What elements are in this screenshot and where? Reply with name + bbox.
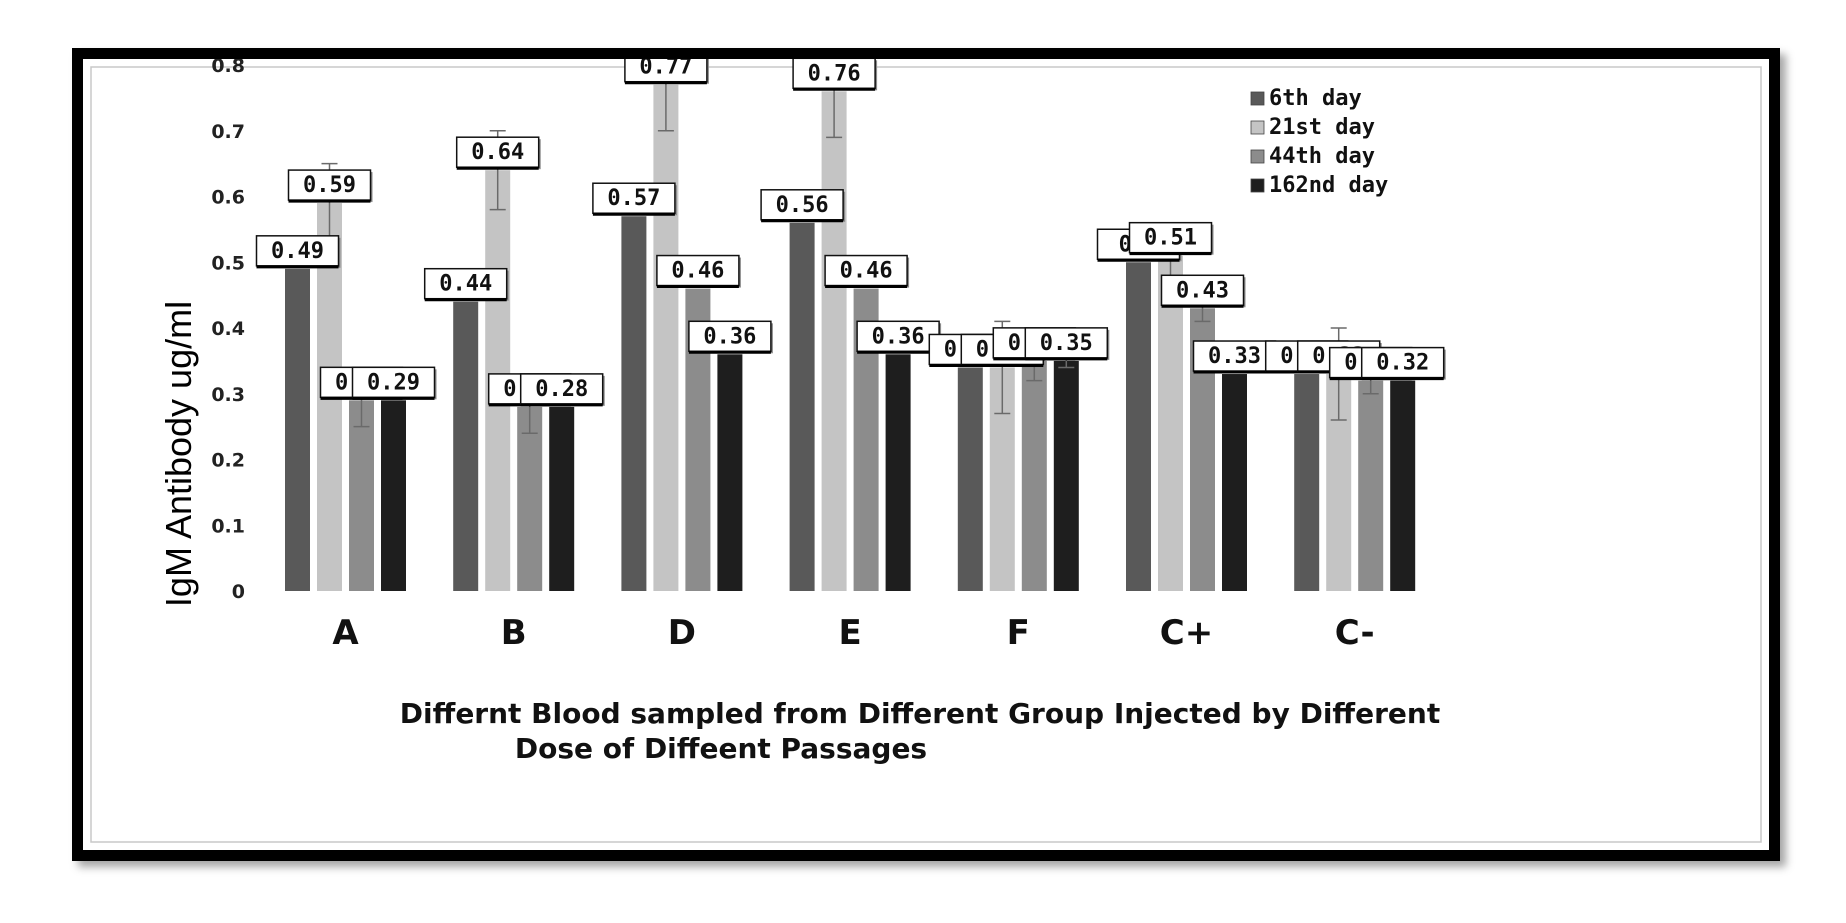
data-label-box	[423, 267, 508, 300]
y-axis-label: IgM Antibody ug/ml	[158, 301, 199, 607]
x-tick-label: B	[501, 613, 527, 653]
bar	[1021, 360, 1047, 591]
x-axis-label-line-2: Dose of Diffeent Passages	[515, 732, 927, 765]
bar	[453, 301, 479, 591]
x-tick-label: E	[838, 613, 861, 653]
data-label: 0.44	[439, 272, 492, 297]
bar	[885, 354, 911, 591]
legend-swatch	[1250, 178, 1265, 193]
data-label-box	[656, 254, 740, 287]
bar	[381, 400, 406, 591]
data-label: 0.59	[303, 173, 356, 198]
y-tick-label: 0.5	[211, 252, 245, 274]
bar	[957, 367, 983, 591]
data-label: 0.36	[872, 324, 925, 349]
legend-swatch	[1250, 120, 1265, 135]
bar	[1358, 380, 1384, 591]
bar	[1390, 380, 1416, 591]
x-tick-label: C-	[1335, 613, 1375, 653]
legend-entry: 6th day	[1269, 86, 1362, 111]
data-label-box	[792, 59, 876, 90]
data-label: 0.35	[1040, 331, 1093, 356]
data-label-box	[1128, 221, 1213, 254]
data-label: 0.29	[367, 370, 420, 395]
data-label: 0.28	[535, 377, 588, 402]
bar	[1158, 255, 1183, 592]
data-label-box	[519, 373, 604, 405]
data-label: 0.36	[703, 324, 756, 349]
y-tick-label: 0.1	[211, 515, 245, 537]
data-label: 0.56	[776, 193, 829, 218]
data-label: 0.43	[1176, 278, 1229, 303]
legend-swatch	[1250, 91, 1265, 106]
plot-area-border	[90, 66, 1762, 843]
data-label-box	[1360, 346, 1445, 379]
bar-chart: 0 0.1 0.2 0.3 0.4 0.5 0.6 0.7 0.8 0.49 0.59 0.29 0.…	[90, 59, 1762, 843]
y-tick-label: 0.7	[211, 121, 245, 143]
bar	[1126, 262, 1151, 591]
y-tick-label: 0.8	[211, 59, 245, 77]
bar	[285, 268, 310, 591]
data-label-box	[1024, 327, 1109, 359]
legend-swatch	[1250, 149, 1265, 164]
legend-entry: 21st day	[1269, 115, 1375, 140]
legend: 6th day 21st day 44th day 162nd day	[1250, 86, 1388, 198]
data-label: 0.64	[471, 140, 524, 165]
y-tick-label: 0	[232, 581, 245, 603]
bar	[517, 406, 543, 591]
data-labels: 0.490.590.290.290.440.640.280.280.570.77…	[255, 59, 1446, 407]
data-label-box	[287, 169, 372, 201]
bar	[717, 354, 743, 591]
data-label: 0.49	[271, 239, 324, 264]
data-label-box	[255, 235, 340, 267]
bar	[621, 216, 647, 591]
bar	[549, 406, 575, 591]
data-label: 0.57	[607, 186, 660, 211]
legend-entry: 44th day	[1269, 144, 1375, 169]
x-tick-label: A	[332, 613, 359, 653]
bar	[821, 91, 847, 592]
bar	[1053, 360, 1079, 591]
data-label: 0.76	[808, 61, 861, 86]
data-label: 0.33	[1208, 344, 1261, 369]
data-label: 0.77	[639, 59, 692, 80]
x-axis-ticks: A B D E F C+ C-	[332, 613, 1374, 653]
data-label: 0.51	[1144, 226, 1197, 251]
bar	[1222, 374, 1247, 591]
bar	[349, 400, 374, 591]
x-axis-label-line-1: Differnt Blood sampled from Different Gr…	[400, 697, 1440, 730]
bar	[1294, 374, 1320, 591]
y-tick-label: 0.6	[211, 187, 245, 209]
chart-frame: 0 0.1 0.2 0.3 0.4 0.5 0.6 0.7 0.8 0.49 0.59 0.29 0.…	[72, 48, 1780, 861]
data-label: 0.46	[840, 259, 893, 284]
bar	[653, 84, 679, 591]
data-label-box	[760, 189, 844, 221]
y-tick-label: 0.3	[211, 384, 245, 406]
legend-entry: 162nd day	[1269, 173, 1388, 198]
x-tick-label: F	[1007, 613, 1030, 653]
data-label: 0.32	[1376, 351, 1429, 376]
data-label-box	[455, 136, 540, 168]
x-tick-label: C+	[1160, 613, 1213, 653]
data-label: 0.46	[671, 259, 724, 284]
data-label-box	[351, 366, 436, 399]
y-axis-ticks: 0 0.1 0.2 0.3 0.4 0.5 0.6 0.7 0.8	[211, 59, 245, 603]
x-tick-label: D	[668, 613, 696, 653]
bar	[789, 222, 815, 592]
y-tick-label: 0.2	[211, 450, 245, 472]
bars	[285, 59, 1416, 592]
y-tick-label: 0.4	[211, 318, 245, 340]
